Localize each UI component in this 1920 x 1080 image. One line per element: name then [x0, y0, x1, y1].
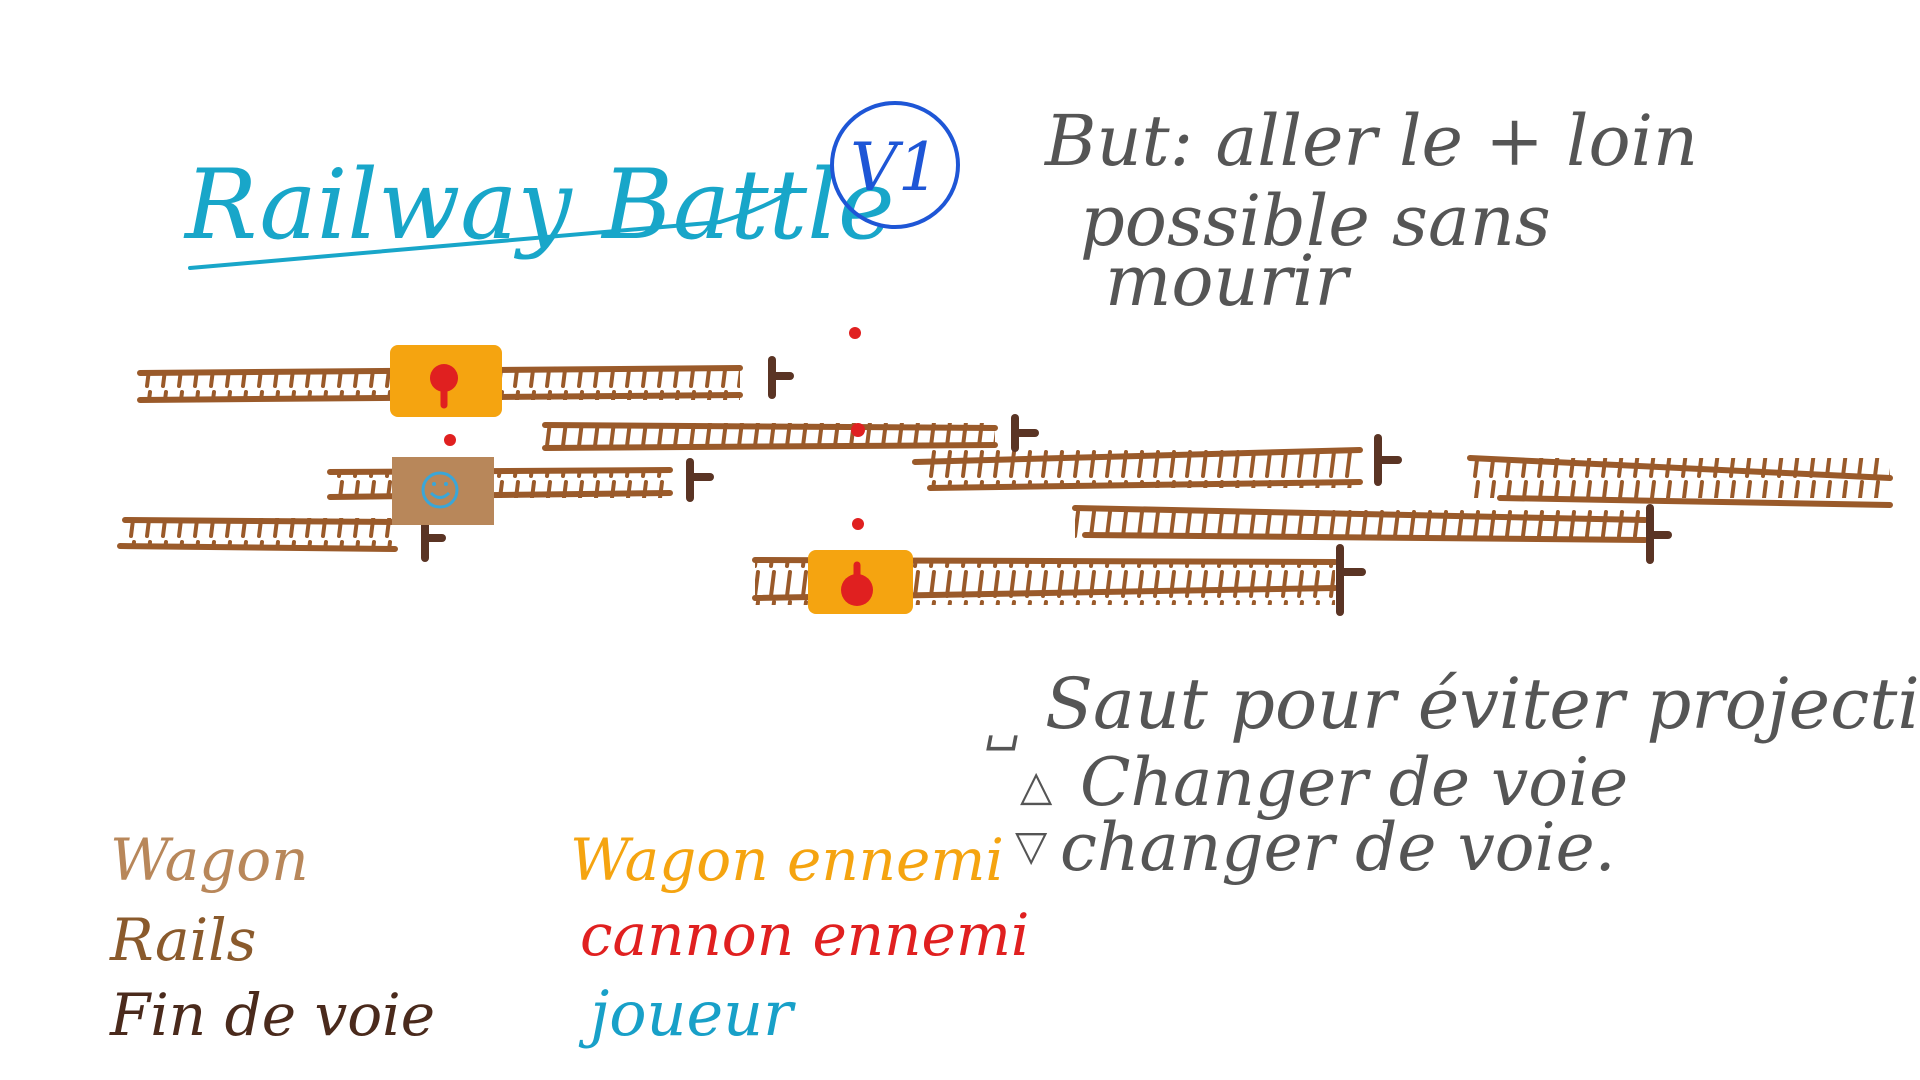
control-lane-down-text: changer de voie. — [1060, 809, 1616, 886]
rail-track — [117, 517, 398, 552]
track-end-marker — [1011, 414, 1039, 452]
projectile — [852, 518, 864, 530]
legend-track-end: Fin de voie — [109, 981, 435, 1049]
enemy-wagon — [808, 550, 913, 614]
goal-notes: But: aller le + loin possible sans mouri… — [1043, 100, 1698, 322]
controls-list: ␣ Saut pour éviter projectil △ Changer d… — [985, 663, 1920, 886]
track-end-marker — [1646, 504, 1672, 564]
control-lane-up: △ Changer de voie — [1020, 744, 1628, 821]
player-wagon — [392, 457, 494, 525]
track-end-marker — [421, 518, 446, 562]
up-triangle-icon: △ — [1020, 761, 1053, 810]
goal-line-3: mourir — [1105, 240, 1351, 322]
legend-rails: Rails — [109, 906, 256, 974]
control-jump: ␣ Saut pour éviter projectil — [985, 663, 1920, 751]
legend-player: joueur — [578, 977, 796, 1050]
rail-track — [912, 447, 1363, 491]
track-ends — [421, 356, 1672, 616]
control-jump-text: Saut pour éviter projectil — [1045, 663, 1920, 745]
legend-wagon: Wagon — [110, 826, 309, 894]
enemy-cannon — [841, 561, 873, 606]
title-underline — [188, 190, 792, 270]
legend-enemy-cannon: cannon ennemi — [580, 901, 1029, 969]
projectile — [849, 327, 861, 339]
rail-network — [117, 365, 1893, 605]
projectiles — [444, 327, 865, 530]
legend-enemy-wagon: Wagon ennemi — [570, 826, 1004, 894]
space-key-icon: ␣ — [985, 697, 1020, 751]
track-end-marker — [686, 458, 714, 502]
rail-track — [1467, 455, 1893, 508]
enemy-wagon — [390, 345, 502, 417]
control-lane-up-text: Changer de voie — [1080, 744, 1628, 821]
legend: Wagon Rails Fin de voie Wagon ennemi can… — [109, 826, 1029, 1050]
projectile — [851, 423, 865, 437]
track-end-marker — [1336, 544, 1366, 616]
title: Railway Battle — [183, 149, 895, 261]
player-face-icon — [421, 471, 459, 509]
rail-track — [1072, 505, 1648, 543]
version-badge-label: V1 — [850, 129, 940, 206]
down-triangle-icon: ▽ — [1015, 821, 1048, 870]
goal-line-2: possible sans — [1080, 180, 1551, 262]
control-lane-down: ▽ changer de voie. — [1015, 809, 1616, 886]
track-end-marker — [768, 356, 794, 399]
enemy-cannon — [430, 364, 458, 409]
rail-track — [327, 467, 673, 500]
version-badge: V1 — [830, 101, 960, 229]
rail-track — [542, 422, 998, 451]
projectile — [444, 434, 456, 446]
track-end-marker — [1374, 434, 1402, 486]
goal-line-1: But: aller le + loin — [1043, 100, 1698, 182]
